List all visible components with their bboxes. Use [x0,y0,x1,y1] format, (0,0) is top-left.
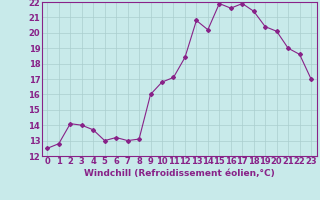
X-axis label: Windchill (Refroidissement éolien,°C): Windchill (Refroidissement éolien,°C) [84,169,275,178]
